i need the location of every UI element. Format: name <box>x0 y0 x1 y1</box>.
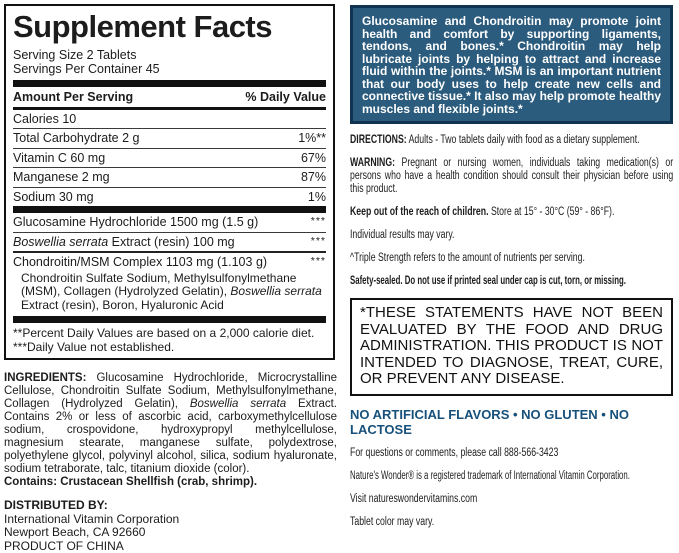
latin-name: Boswellia serrata <box>230 284 322 299</box>
nutrient-name: Sodium 30 mg <box>13 189 94 204</box>
warning-text: Pregnant or nursing women, individuals t… <box>350 157 674 195</box>
supplement-row-boswellia: Boswellia serrata Extract (resin) 100 mg… <box>13 233 326 254</box>
divider-thick <box>13 316 326 324</box>
storage-text: Store at 15° - 30°C (59° - 86°F). <box>488 206 615 218</box>
no-claims-line: NO ARTIFICIAL FLAVORS • NO GLUTEN • NO L… <box>350 406 629 437</box>
nutrient-name: Total Carbohydrate 2 g <box>13 131 140 146</box>
footnote-line: **Percent Daily Values are based on a 2,… <box>13 326 315 341</box>
distributor-block: DISTRIBUTED BY: International Vitamin Co… <box>4 498 339 553</box>
supplement-row-complex: Chondroitin/MSM Complex 1103 mg (1.103 g… <box>13 253 326 272</box>
supplement-name: Glucosamine Hydrochloride 1500 mg (1.5 g… <box>13 215 259 230</box>
serving-size: Serving Size 2 Tablets <box>13 47 137 62</box>
directions-label: DIRECTIONS: <box>350 134 407 146</box>
nutrient-name: Manganese 2 mg <box>13 170 110 185</box>
ingredients-paragraph: INGREDIENTS: Glucosamine Hydrochloride, … <box>4 372 337 489</box>
ingredients-text: Glucosamine Hydrochloride, Microcrystall… <box>4 372 337 411</box>
ingredients-label: INGREDIENTS: <box>4 372 87 385</box>
contains-statement: Contains: Crustacean Shellfish (crab, sh… <box>4 476 258 489</box>
ingredients-text-after: Extract. Contains 2% or less of ascorbic… <box>4 398 337 476</box>
latin-name: Boswellia serrata <box>13 234 109 249</box>
benefit-claims-text: Glucosamine and Chondroitin may promote … <box>362 14 661 116</box>
supplement-facts-panel: Supplement Facts Serving Size 2 Tablets … <box>4 4 335 361</box>
benefit-claims-box: Glucosamine and Chondroitin may promote … <box>350 5 673 124</box>
nutrient-name: Calories 10 <box>13 111 77 126</box>
nutrient-row-sodium: Sodium 30 mg 1% <box>13 188 326 207</box>
footnote-line: ***Daily Value not established. <box>13 340 175 355</box>
individual-results-line: Individual results may vary. <box>350 229 455 241</box>
tablet-color-line: Tablet color may vary. <box>350 515 435 528</box>
keep-out-label: Keep out of the reach of children. <box>350 206 489 218</box>
phone-line: For questions or comments, please call 8… <box>350 446 559 459</box>
right-column: Glucosamine and Chondroitin may promote … <box>341 0 679 528</box>
panel-title: Supplement Facts <box>13 9 273 44</box>
supplement-name: Chondroitin/MSM Complex 1103 mg (1.103 g… <box>13 255 268 270</box>
complex-sub-ingredients: Chondroitin Sulfate Sodium, Methylsulfon… <box>13 270 326 317</box>
distributor-city: Newport Beach, CA 92660 <box>4 525 146 540</box>
distributor-name: International Vitamin Corporation <box>4 511 180 526</box>
servings-per-container: Servings Per Container 45 <box>13 61 160 76</box>
warning-label: WARNING: <box>350 157 396 169</box>
divider-thick <box>13 79 326 87</box>
nutrient-name: Vitamin C 60 mg <box>13 150 106 165</box>
nutrient-value: 87% <box>300 170 326 185</box>
nutrient-value: 1%** <box>298 131 326 146</box>
fda-disclaimer-text: *THESE STATEMENTS HAVE NOT BEEN EVALUATE… <box>360 304 663 387</box>
supplement-value: *** <box>310 234 326 247</box>
supplement-name: Boswellia serrata Extract (resin) 100 mg <box>13 234 235 250</box>
supplement-value: *** <box>310 255 326 268</box>
product-origin: PRODUCT OF CHINA <box>4 538 124 553</box>
daily-value-header: % Daily Value <box>245 89 326 104</box>
sub-ingredients-text: Chondroitin Sulfate Sodium, Methylsulfon… <box>21 270 297 299</box>
keep-out-of-reach-line: Keep out of the reach of children. Store… <box>350 206 673 219</box>
directions-text: Adults - Two tablets daily with food as … <box>406 134 640 146</box>
amount-per-serving-header: Amount Per Serving <box>13 89 134 104</box>
left-column: Supplement Facts Serving Size 2 Tablets … <box>0 0 341 552</box>
triple-strength-note: ^Triple Strength refers to the amount of… <box>350 252 585 264</box>
safety-seal-line: Safety-sealed. Do not use if printed sea… <box>350 275 626 287</box>
nutrient-row-calories: Calories 10 <box>13 110 326 130</box>
supplement-value: *** <box>310 215 326 228</box>
directions-paragraph: DIRECTIONS: Adults - Two tablets daily w… <box>350 134 673 147</box>
distributed-by-label: DISTRIBUTED BY: <box>4 498 108 513</box>
supplement-row-glucosamine: Glucosamine Hydrochloride 1500 mg (1.5 g… <box>13 213 326 233</box>
panel-header-row: Amount Per Serving % Daily Value <box>13 87 326 110</box>
latin-name: Boswellia serrata <box>189 398 287 411</box>
nutrient-row-manganese: Manganese 2 mg 87% <box>13 168 326 188</box>
supplement-name-rest: Extract (resin) 100 mg <box>108 234 235 249</box>
warning-paragraph: WARNING: Pregnant or nursing women, indi… <box>350 157 673 196</box>
nutrient-value: 67% <box>300 150 326 165</box>
divider-thick <box>13 206 326 214</box>
nutrient-value: 1% <box>307 189 326 204</box>
fda-disclaimer-box: *THESE STATEMENTS HAVE NOT BEEN EVALUATE… <box>350 298 673 396</box>
nutrient-row-carbohydrate: Total Carbohydrate 2 g 1%** <box>13 129 326 149</box>
trademark-line: Nature's Wonder® is a registered tradema… <box>350 469 630 482</box>
website-line: Visit natureswondervitamins.com <box>350 492 478 505</box>
nutrient-value <box>320 113 326 127</box>
sub-ingredients-text-after: Extract (resin), Boron, Hyaluronic Acid <box>21 297 224 312</box>
nutrient-row-vitamin-c: Vitamin C 60 mg 67% <box>13 149 326 169</box>
footnote-daily-values: **Percent Daily Values are based on a 2,… <box>13 323 326 354</box>
